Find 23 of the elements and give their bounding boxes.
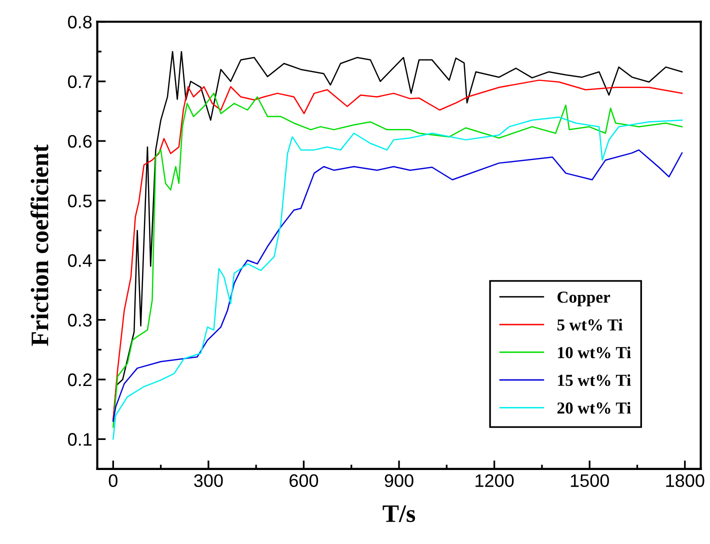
y-tick-label: 0.8 xyxy=(68,16,92,28)
x-axis-title: T/s xyxy=(382,505,416,522)
y-tick-label: 0.3 xyxy=(68,314,92,327)
x-tick-label: 1800 xyxy=(666,474,704,488)
x-tick-label: 1200 xyxy=(476,474,514,488)
legend-label: Copper xyxy=(558,292,610,306)
y-tick-label: 0.4 xyxy=(68,254,92,267)
y-tick-label: 0.6 xyxy=(68,134,92,148)
legend-label: 15 wt% Ti xyxy=(558,374,631,386)
line-series xyxy=(112,149,683,422)
legend-label: 20 wt% Ti xyxy=(557,402,631,414)
x-tick-label: 300 xyxy=(194,474,223,488)
legend-label: 5 wt% Ti xyxy=(557,318,623,331)
y-tick-label: 0.7 xyxy=(68,75,92,88)
y-tick-label: 0.5 xyxy=(68,194,92,208)
x-tick-label: 600 xyxy=(290,474,318,488)
x-tick-label: 900 xyxy=(384,474,414,488)
y-axis-title: Friction coefficient xyxy=(30,144,48,346)
legend-label: 10 wt% Ti xyxy=(558,346,631,358)
y-tick-label: 0.1 xyxy=(68,433,92,446)
x-tick-label: 0 xyxy=(108,474,118,488)
y-tick-label: 0.2 xyxy=(68,373,92,386)
x-tick-label: 1500 xyxy=(570,474,609,488)
